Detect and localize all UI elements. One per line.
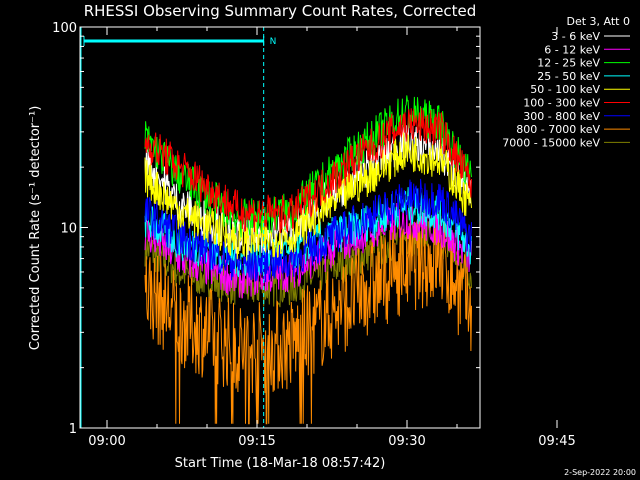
series-line-6 bbox=[144, 178, 472, 283]
legend-header: Det 3, Att 0 bbox=[567, 15, 631, 28]
x-tick-label-3: 09:45 bbox=[538, 434, 575, 449]
y-tick-label-1: 10 bbox=[60, 222, 77, 237]
series-line-4 bbox=[144, 132, 472, 261]
legend-label-6: 300 - 800 keV bbox=[523, 110, 600, 123]
axes: 09:0009:1509:3009:4510:0010:1510:3011010… bbox=[52, 21, 576, 449]
x-tick-label-2: 09:30 bbox=[388, 434, 425, 449]
x-tick-label-1: 09:15 bbox=[238, 434, 275, 449]
legend-label-2: 12 - 25 keV bbox=[537, 57, 600, 70]
legend-label-7: 800 - 7000 keV bbox=[516, 123, 600, 136]
legend-label-8: 7000 - 15000 keV bbox=[502, 136, 600, 149]
x-axis-label: Start Time (18-Mar-18 08:57:42) bbox=[175, 456, 386, 471]
series-line-5 bbox=[144, 107, 472, 234]
night-marker-label-0: N bbox=[270, 37, 277, 47]
legend-label-4: 50 - 100 keV bbox=[530, 83, 600, 96]
x-tick-label-0: 09:00 bbox=[88, 434, 125, 449]
legend-label-0: 3 - 6 keV bbox=[551, 30, 600, 43]
legend-label-3: 25 - 50 keV bbox=[537, 70, 600, 83]
legend-label-5: 100 - 300 keV bbox=[523, 97, 600, 110]
plot-area: N bbox=[80, 27, 472, 428]
chart-title: RHESSI Observing Summary Count Rates, Co… bbox=[84, 2, 477, 20]
legend-label-1: 6 - 12 keV bbox=[544, 43, 600, 56]
y-axis-label: Corrected Count Rate (s⁻¹ detector⁻¹) bbox=[28, 106, 43, 351]
y-tick-label-2: 100 bbox=[52, 21, 77, 36]
y-tick-label-0: 1 bbox=[69, 422, 77, 437]
generation-timestamp: 2-Sep-2022 20:00 bbox=[564, 468, 636, 477]
